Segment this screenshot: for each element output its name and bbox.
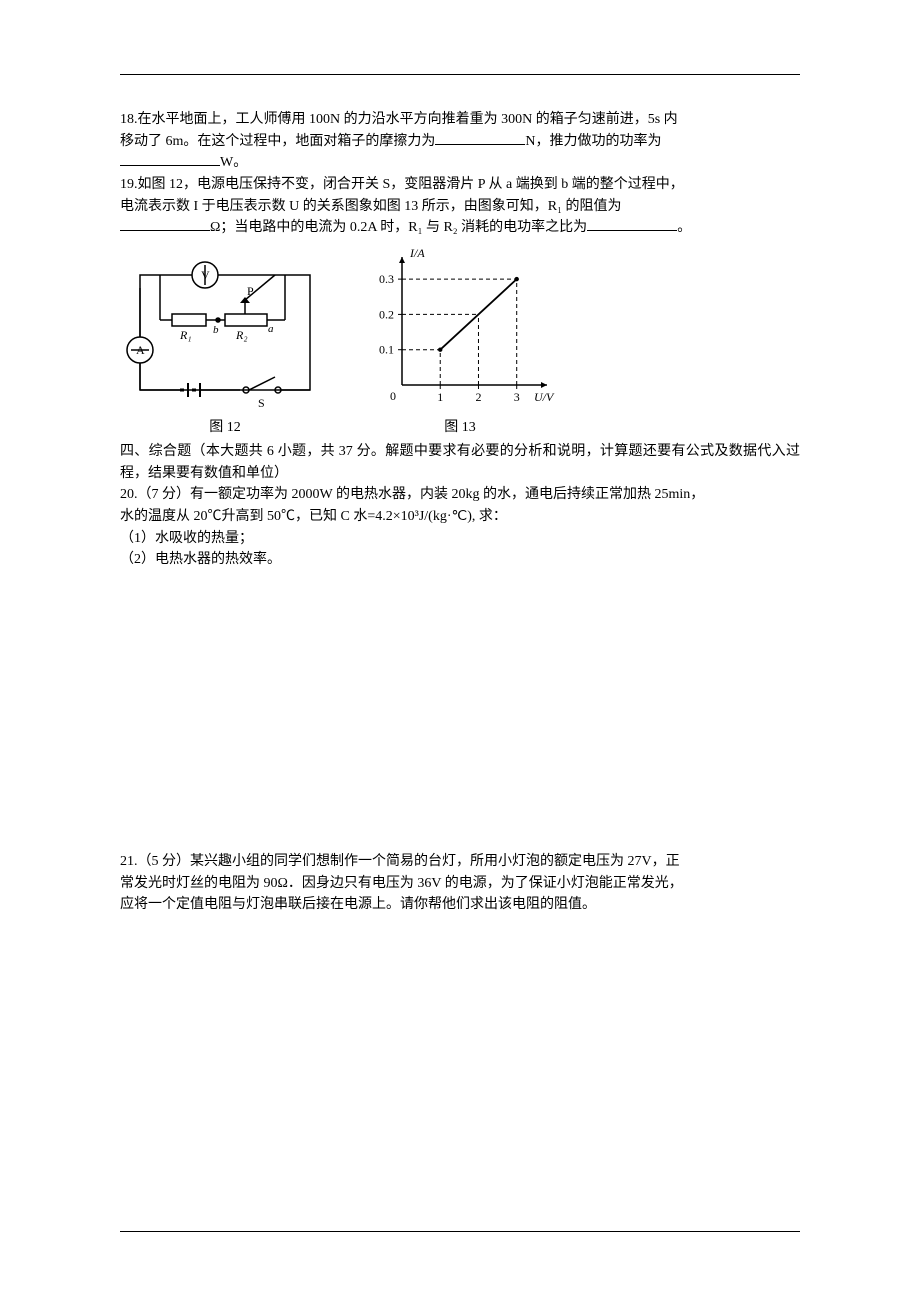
s-label: S bbox=[258, 396, 265, 410]
svg-text:2: 2 bbox=[475, 390, 481, 404]
svg-text:0: 0 bbox=[390, 389, 396, 403]
q19-line3b: Ω；当电路中的电流为 0.2A 时，R₁ 与 R₂ 消耗的电功率之比为 bbox=[210, 220, 587, 235]
q18-line3: W。 bbox=[120, 152, 800, 174]
blank-power bbox=[120, 152, 220, 166]
q18-line1: 18.在水平地面上，工人师傅用 100N 的力沿水平方向推着重为 300N 的箱… bbox=[120, 109, 800, 131]
workspace-q20 bbox=[120, 571, 800, 851]
p-label: P bbox=[247, 284, 254, 298]
q18-line2a: 移动了 6m。在这个过程中，地面对箱子的摩擦力为 bbox=[120, 134, 435, 149]
blank-friction bbox=[435, 131, 525, 145]
q18-line2b: N，推力做功的功率为 bbox=[525, 134, 661, 149]
q20-line2: 水的温度从 20℃升高到 50℃，已知 C 水=4.2×10³J/(kg·℃),… bbox=[120, 506, 800, 528]
svg-text:0.3: 0.3 bbox=[379, 272, 394, 286]
figure-12: V A R₁ R₂ P b a S 图 12 bbox=[120, 255, 330, 439]
q19-line2: 电流表示数 I 于电压表示数 U 的关系图象如图 13 所示，由图象可知，R₁ … bbox=[120, 196, 800, 218]
q18-line2: 移动了 6m。在这个过程中，地面对箱子的摩擦力为 N，推力做功的功率为 bbox=[120, 131, 800, 153]
voltmeter-label: V bbox=[201, 268, 210, 282]
q19-line1: 19.如图 12，电源电压保持不变，闭合开关 S，变阻器滑片 P 从 a 端换到… bbox=[120, 174, 800, 196]
svg-text:1: 1 bbox=[437, 390, 443, 404]
blank-ratio bbox=[587, 217, 677, 231]
svg-text:3: 3 bbox=[514, 390, 520, 404]
fig12-caption: 图 12 bbox=[209, 417, 241, 439]
figures-row: V A R₁ R₂ P b a S 图 12 1 2 3 0.1 0.2 0.3 0 I/A U… bbox=[120, 245, 800, 439]
q21-line2: 常发光时灯丝的电阻为 90Ω．因身边只有电压为 36V 的电源，为了保证小灯泡能… bbox=[120, 873, 800, 895]
document-body: 18.在水平地面上，工人师傅用 100N 的力沿水平方向推着重为 300N 的箱… bbox=[120, 109, 800, 1136]
b-label: b bbox=[213, 324, 219, 336]
svg-text:0.2: 0.2 bbox=[379, 308, 394, 322]
r2-label: R₂ bbox=[235, 328, 248, 342]
circuit-diagram: V A R₁ R₂ P b a S bbox=[120, 255, 330, 415]
q20-sub2: （2）电热水器的热效率。 bbox=[120, 549, 800, 571]
q20-line1: 20.（7 分）有一额定功率为 2000W 的电热水器，内装 20kg 的水，通… bbox=[120, 484, 800, 506]
svg-text:U/V: U/V bbox=[534, 390, 555, 404]
workspace-q21 bbox=[120, 916, 800, 1136]
ammeter-label: A bbox=[136, 343, 145, 357]
a-label: a bbox=[268, 323, 274, 335]
divider-bottom bbox=[120, 1231, 800, 1232]
iv-graph: 1 2 3 0.1 0.2 0.3 0 I/A U/V bbox=[360, 245, 560, 415]
figure-13: 1 2 3 0.1 0.2 0.3 0 I/A U/V 图 13 bbox=[360, 245, 560, 439]
svg-text:I/A: I/A bbox=[409, 246, 425, 260]
q21-line3: 应将一个定值电阻与灯泡串联后接在电源上。请你帮他们求出该电阻的阻值。 bbox=[120, 894, 800, 916]
fig13-caption: 图 13 bbox=[444, 417, 476, 439]
q19-line3: Ω；当电路中的电流为 0.2A 时，R₁ 与 R₂ 消耗的电功率之比为 。 bbox=[120, 217, 800, 239]
svg-text:0.1: 0.1 bbox=[379, 343, 394, 357]
q21-line1: 21.（5 分）某兴趣小组的同学们想制作一个简易的台灯，所用小灯泡的额定电压为 … bbox=[120, 851, 800, 873]
q18-line3b: W。 bbox=[220, 155, 247, 170]
blank-r1 bbox=[120, 217, 210, 231]
section4-header: 四、综合题（本大题共 6 小题，共 37 分。解题中要求有必要的分析和说明，计算… bbox=[120, 441, 800, 484]
q20-sub1: （1）水吸收的热量； bbox=[120, 528, 800, 550]
q19-line3c: 。 bbox=[677, 220, 691, 235]
r1-label: R₁ bbox=[179, 328, 192, 342]
divider-top bbox=[120, 74, 800, 75]
